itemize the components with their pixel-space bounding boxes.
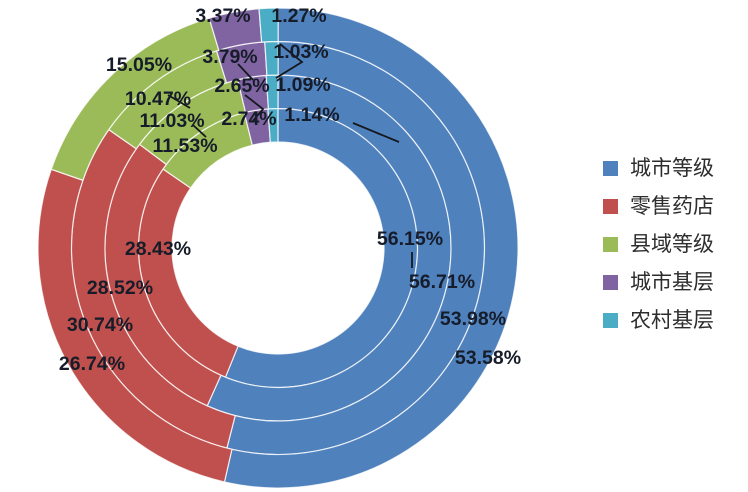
legend-label-3: 县域等级 [630, 231, 714, 256]
leader-line-6 [275, 43, 304, 79]
data-label-r3-c2: 30.74% [67, 314, 133, 336]
data-label-r3-c3: 10.47% [125, 88, 191, 110]
data-label-r1-c2: 28.43% [125, 238, 191, 260]
legend-swatch-5 [603, 312, 618, 328]
legend-swatch-1 [603, 160, 618, 176]
leader-line-2 [167, 94, 191, 109]
data-label-r2-c4: 2.65% [214, 75, 269, 97]
data-label-r2-c1: 56.71% [409, 271, 475, 293]
legend-item-3: 县域等级 [603, 225, 714, 263]
legend-swatch-2 [603, 198, 618, 214]
data-label-r2-c3: 11.03% [139, 110, 204, 132]
donut-segment-r4-c5 [258, 7, 279, 43]
leader-line-4 [237, 63, 254, 81]
data-label-r4-c2: 26.74% [59, 353, 125, 375]
data-label-r2-c2: 28.52% [87, 277, 153, 299]
data-label-r1-c4: 2.74% [221, 108, 276, 130]
data-label-r4-c1: 53.58% [455, 347, 521, 369]
leader-line-5 [244, 94, 265, 123]
legend-label-1: 城市等级 [630, 155, 714, 180]
data-label-r3-c1: 53.98% [440, 308, 506, 330]
legend-label-2: 零售药店 [630, 193, 714, 218]
chart-legend: 城市等级零售药店县域等级城市基层农村基层 [603, 149, 714, 339]
legend-item-1: 城市等级 [603, 149, 714, 187]
leader-line-7 [352, 122, 400, 143]
legend-item-2: 零售药店 [603, 187, 714, 225]
data-label-r3-c5: 1.03% [273, 41, 328, 63]
legend-swatch-3 [603, 236, 618, 252]
donut-segment-r4-c1 [223, 7, 519, 489]
data-label-r2-c5: 1.09% [275, 74, 330, 96]
legend-item-5: 农村基层 [603, 301, 714, 339]
legend-swatch-4 [603, 274, 618, 290]
data-label-r1-c1: 56.15% [377, 228, 443, 250]
data-label-r3-c4: 3.79% [202, 46, 257, 68]
data-label-r4-c5: 1.27% [271, 5, 326, 27]
data-label-r4-c4: 3.37% [195, 5, 250, 27]
leader-line-3 [192, 124, 207, 138]
data-label-r4-c3: 15.05% [106, 54, 172, 76]
legend-item-4: 城市基层 [603, 263, 714, 301]
data-label-r1-c3: 11.53% [152, 135, 217, 157]
legend-label-5: 农村基层 [630, 307, 714, 332]
data-label-r1-c5: 1.14% [284, 104, 339, 126]
legend-label-4: 城市基层 [630, 269, 714, 294]
